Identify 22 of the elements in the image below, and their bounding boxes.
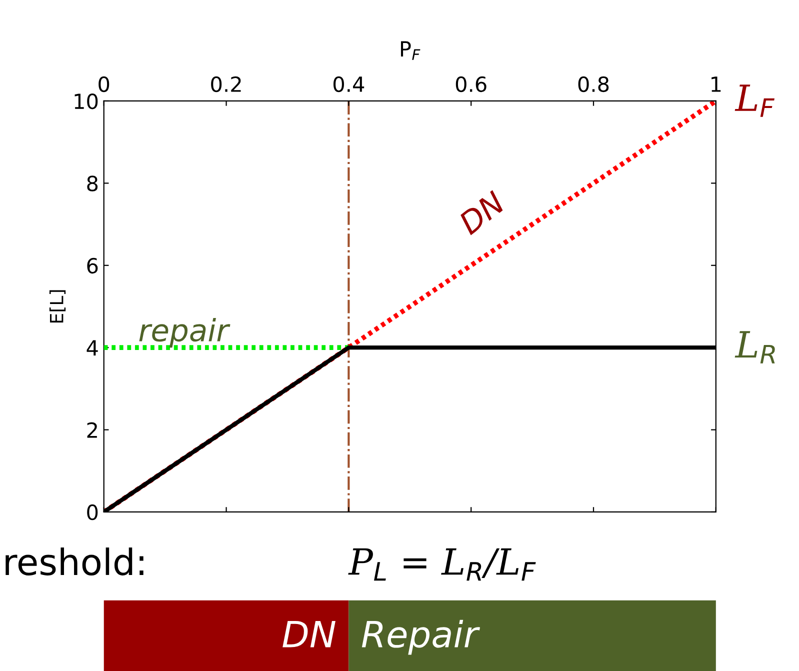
x-axis-title: P$_{F}$ bbox=[400, 41, 420, 60]
ref-line-label: P$_{L}$ = L$_{R}$/L$_{F}$ bbox=[348, 548, 536, 581]
y-tick-label: 6 bbox=[87, 258, 98, 274]
text: L$_{R}$ bbox=[734, 331, 775, 364]
text: Repair bbox=[362, 620, 480, 655]
text: reshold: bbox=[6, 548, 144, 576]
y-tick-label: 2 bbox=[87, 422, 97, 438]
x-tick-label: 1 bbox=[712, 76, 721, 92]
y-tick-label: 8 bbox=[87, 176, 98, 192]
annotation: repair bbox=[139, 318, 230, 348]
y-tick-label: 4 bbox=[86, 340, 98, 356]
x-tick-label: 0.8 bbox=[578, 76, 609, 92]
y-axis-title: E[L] bbox=[49, 290, 66, 322]
x-tick-label: 0 bbox=[98, 76, 110, 92]
x-tick-label: 0.4 bbox=[333, 76, 364, 92]
annotation: DN bbox=[457, 190, 506, 236]
y-tick-label: 0 bbox=[87, 504, 98, 520]
y-tick-label: 10 bbox=[74, 93, 98, 110]
text: DN bbox=[282, 620, 336, 648]
text: L$_{F}$ bbox=[734, 84, 775, 117]
x-tick-label: 0.2 bbox=[211, 76, 241, 92]
x-tick-label: 0.6 bbox=[456, 76, 486, 92]
